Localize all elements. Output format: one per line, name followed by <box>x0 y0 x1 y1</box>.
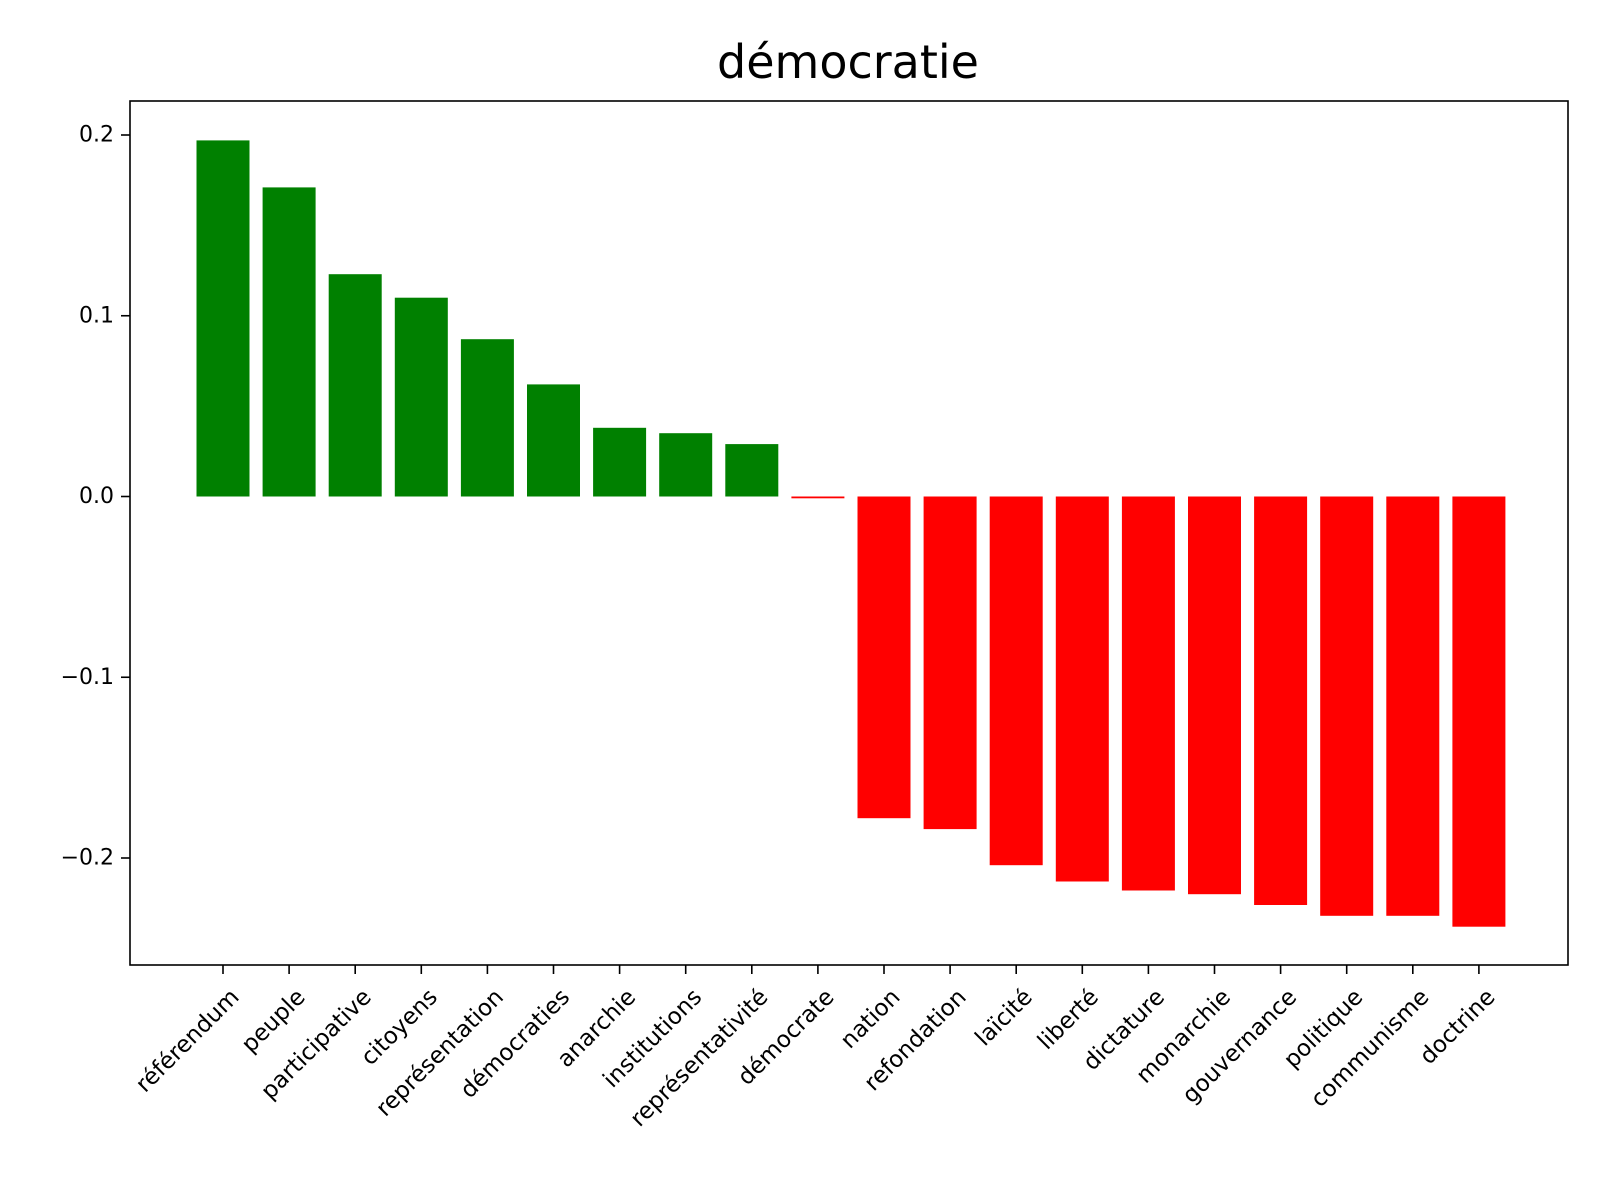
bar-14 <box>1121 496 1175 891</box>
bar-19 <box>1452 496 1506 927</box>
bar-12 <box>989 496 1043 866</box>
bar-6 <box>593 427 647 497</box>
y-tick-label-1: 0.1 <box>79 303 114 328</box>
bar-7 <box>659 433 713 497</box>
bar-0 <box>196 140 250 497</box>
y-tick-label-4: −0.2 <box>61 846 114 871</box>
bar-5 <box>527 384 580 497</box>
y-tick-label-0: 0.2 <box>79 123 114 148</box>
bar-17 <box>1320 496 1374 916</box>
plot-frame <box>129 100 1569 966</box>
bar-9 <box>791 496 845 499</box>
x-tick-label-0: référendum <box>131 984 245 1098</box>
bars-group <box>196 140 1506 927</box>
y-tick-label-2: 0.0 <box>79 484 114 509</box>
bar-10 <box>857 496 911 819</box>
bar-8 <box>725 444 779 497</box>
chart-title: démocratie <box>717 35 979 89</box>
x-tick-label-16: gouvernance <box>1178 984 1303 1109</box>
x-tick-label-18: communisme <box>1306 984 1434 1112</box>
x-axis: référendumpeupleparticipativecitoyensrep… <box>131 965 1500 1132</box>
bar-4 <box>460 339 514 497</box>
bar-13 <box>1055 496 1109 882</box>
bar-2 <box>328 274 382 497</box>
y-tick-label-3: −0.1 <box>61 665 114 690</box>
bar-3 <box>394 297 448 497</box>
y-axis: 0.2 0.1 0.0 −0.1 −0.2 <box>61 123 130 871</box>
bar-11 <box>923 496 977 830</box>
bar-16 <box>1254 496 1308 905</box>
x-tick-label-12: laïcité <box>971 984 1038 1051</box>
bar-15 <box>1188 496 1241 895</box>
bar-18 <box>1386 496 1440 916</box>
bar-1 <box>262 187 316 497</box>
